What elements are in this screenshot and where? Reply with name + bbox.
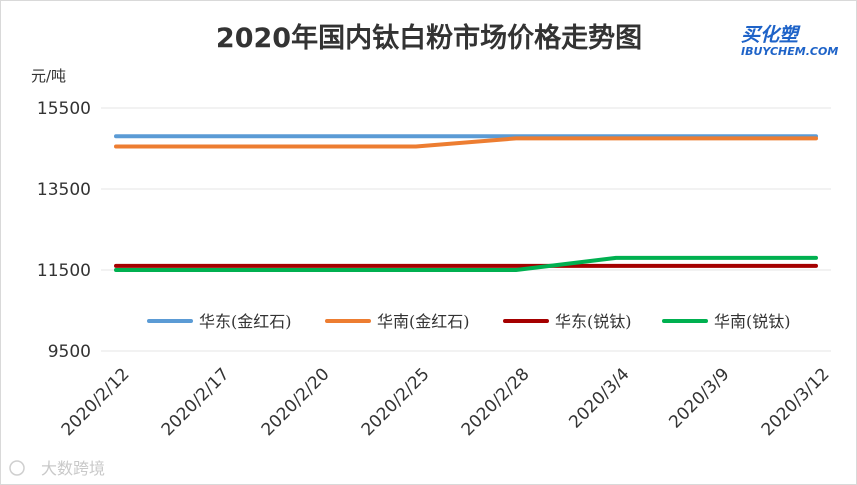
series-lines (114, 134, 818, 272)
chart-title: 2020年国内钛白粉市场价格走势图 (216, 22, 642, 54)
x-tick-label: 2020/2/12 (58, 364, 134, 440)
y-tick-labels: 9500 11500 13500 15500 (37, 99, 91, 362)
x-tick-label: 2020/3/9 (665, 364, 733, 432)
x-tick-label: 2020/3/4 (565, 364, 633, 432)
legend-label: 华东(金红石) (199, 312, 292, 331)
series-line-3 (114, 255, 818, 272)
legend: 华东(金红石) 华南(金红石) 华东(锐钛) 华南(锐钛) (147, 312, 791, 331)
legend-label: 华东(锐钛) (555, 312, 632, 331)
x-tick-label: 2020/2/17 (158, 364, 234, 440)
logo-wordmark: 买化塑 (741, 24, 801, 46)
y-tick-label: 9500 (48, 342, 91, 362)
x-tick-label: 2020/2/28 (458, 364, 534, 440)
x-tick-label: 2020/2/25 (358, 364, 434, 440)
logo-url: IBUYCHEM.COM (741, 45, 838, 58)
x-tick-label: 2020/3/12 (758, 364, 834, 440)
y-tick-label: 15500 (37, 99, 91, 119)
watermark-icon (9, 460, 25, 476)
watermark-text: 大数跨境 (41, 459, 105, 478)
y-tick-label: 11500 (37, 261, 91, 281)
legend-label: 华南(锐钛) (714, 312, 791, 331)
series-line-1 (114, 136, 818, 149)
brand-logo: 买化塑 IBUYCHEM.COM (741, 24, 838, 58)
watermark: 大数跨境 (9, 459, 105, 478)
y-tick-label: 13500 (37, 180, 91, 200)
x-tick-labels: 2020/2/12 2020/2/17 2020/2/20 2020/2/25 2020… (58, 364, 834, 440)
y-axis-label: 元/吨 (31, 67, 66, 85)
x-tick-label: 2020/2/20 (258, 364, 334, 440)
legend-label: 华南(金红石) (377, 312, 470, 331)
